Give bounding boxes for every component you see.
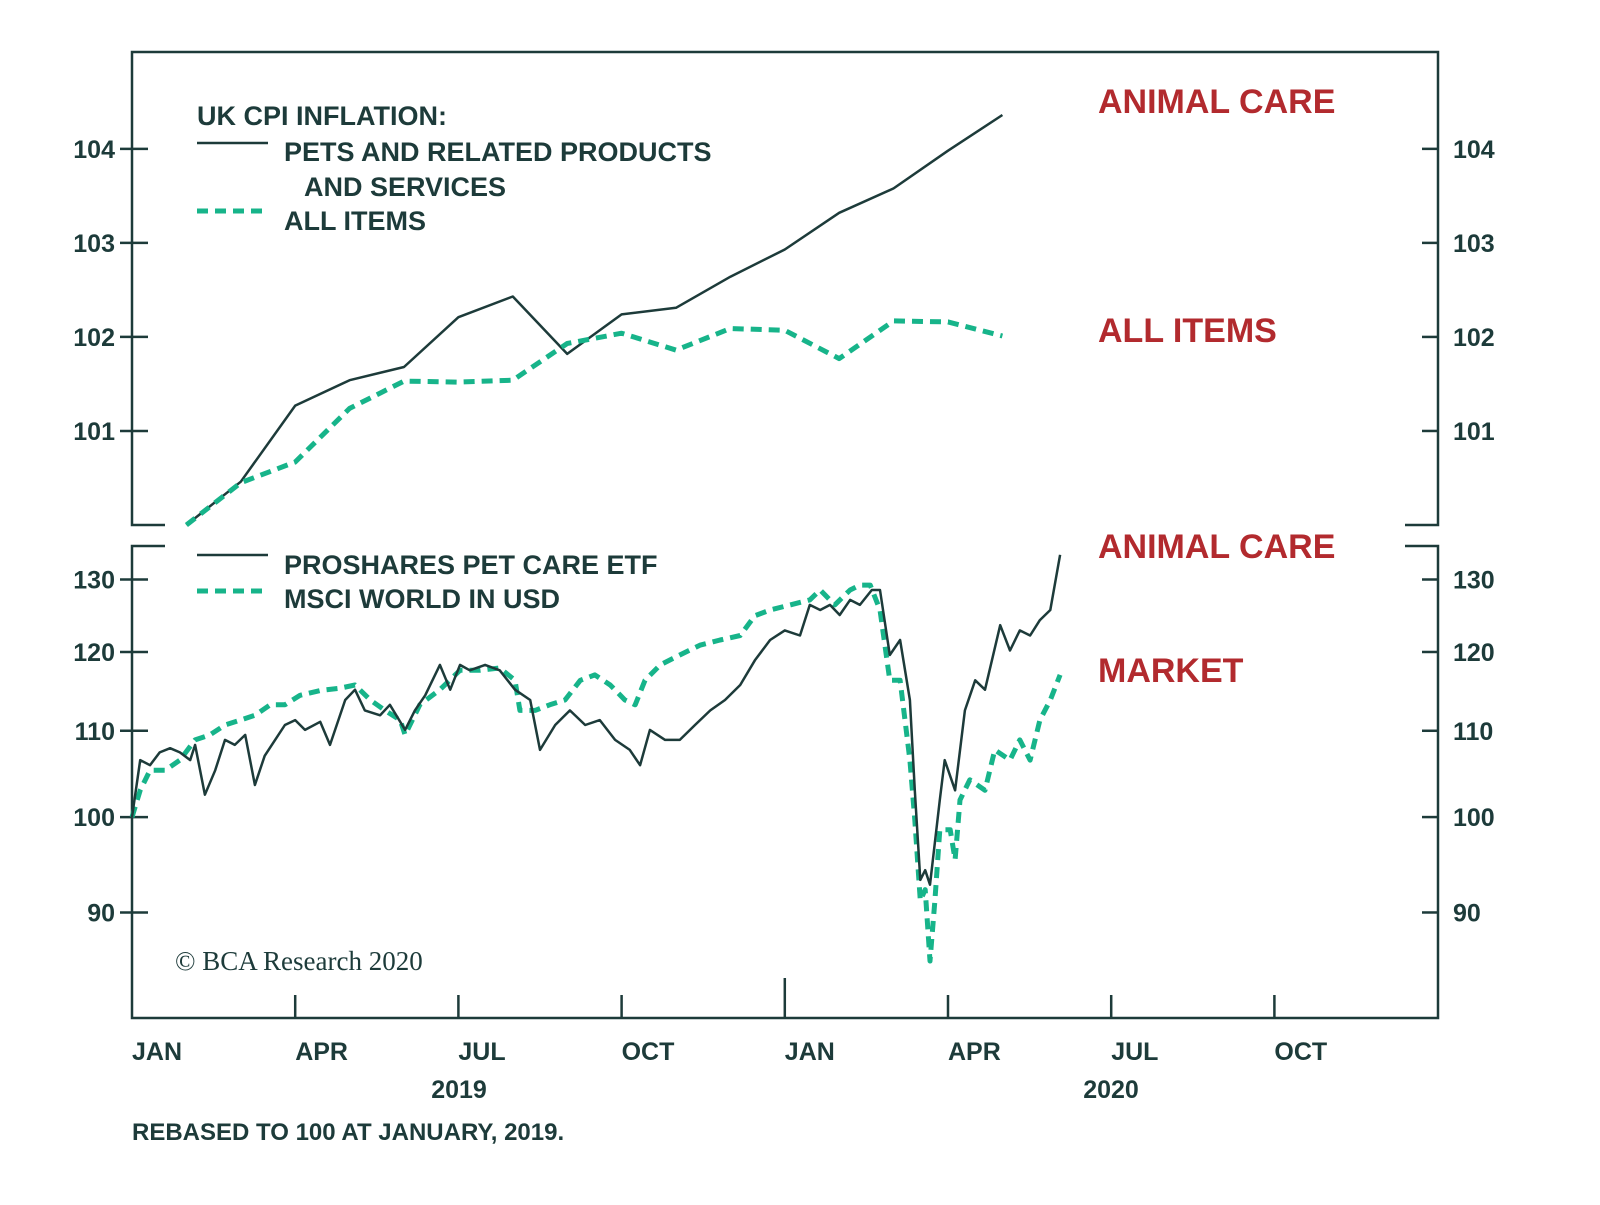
- top-y-left-tick-label: 101: [73, 418, 115, 446]
- bottom-y-right-tick-label: 120: [1453, 639, 1495, 667]
- top-y-left-tick-label: 102: [73, 324, 115, 352]
- annotation-animal-care-top: ANIMAL CARE: [1098, 83, 1335, 121]
- axis-ticks: 101 101 102 102 103 103 104 104 90 90 100 100 110 110…: [73, 136, 1495, 1066]
- x-tick-label: JUL: [1111, 1038, 1158, 1066]
- top-y-left-tick-label: 103: [73, 230, 115, 258]
- legend-label-etf: PROSHARES PET CARE ETF: [284, 550, 658, 580]
- legend-label-msci: MSCI WORLD IN USD: [284, 584, 560, 614]
- x-tick-label: JAN: [132, 1038, 182, 1066]
- x-tick-label: OCT: [622, 1038, 675, 1066]
- top-y-left-tick-label: 104: [73, 136, 115, 164]
- series-line-pet-care-etf: [130, 554, 1062, 886]
- year-label-2020: 2020: [1083, 1076, 1139, 1104]
- top-y-right-tick-label: 104: [1453, 136, 1495, 164]
- year-label-2019: 2019: [431, 1076, 487, 1104]
- bottom-y-left-tick-label: 130: [73, 567, 115, 595]
- legend-label-all-items: ALL ITEMS: [284, 206, 426, 236]
- bottom-y-right-tick-label: 110: [1453, 718, 1493, 746]
- x-tick-label: APR: [948, 1038, 1001, 1066]
- x-tick-label: OCT: [1274, 1038, 1327, 1066]
- top-y-right-tick-label: 102: [1453, 324, 1495, 352]
- annotation-market: MARKET: [1098, 652, 1244, 690]
- annotation-all-items: ALL ITEMS: [1098, 312, 1277, 350]
- bottom-y-left-tick-label: 90: [87, 899, 115, 927]
- bottom-y-right-tick-label: 90: [1453, 899, 1481, 927]
- series-line-all-items-cpi: [184, 318, 1004, 527]
- x-tick-label: JUL: [458, 1038, 505, 1066]
- bottom-y-left-tick-label: 110: [75, 718, 115, 746]
- top-legend-title: UK CPI INFLATION:: [197, 101, 447, 131]
- footnote: REBASED TO 100 AT JANUARY, 2019.: [132, 1119, 564, 1146]
- copyright-watermark: © BCA Research 2020: [175, 946, 423, 976]
- bottom-y-right-tick-label: 130: [1453, 567, 1495, 595]
- x-tick-label: APR: [295, 1038, 348, 1066]
- top-panel-frame: [130, 50, 1440, 527]
- top-y-right-tick-label: 103: [1453, 230, 1495, 258]
- annotation-animal-care-bottom: ANIMAL CARE: [1098, 528, 1335, 566]
- bottom-y-right-tick-label: 100: [1453, 804, 1495, 832]
- bottom-y-left-tick-label: 100: [73, 804, 115, 832]
- bottom-y-left-tick-label: 120: [73, 639, 115, 667]
- series-lines: [129, 113, 1063, 964]
- top-y-right-tick-label: 101: [1453, 418, 1495, 446]
- legend-label-pets: PETS AND RELATED PRODUCTS: [284, 137, 712, 167]
- legend-label-pets-2: AND SERVICES: [304, 172, 506, 202]
- series-line-pets-cpi: [185, 113, 1004, 526]
- x-tick-label: JAN: [785, 1038, 835, 1066]
- series-line-msci-world: [129, 582, 1063, 964]
